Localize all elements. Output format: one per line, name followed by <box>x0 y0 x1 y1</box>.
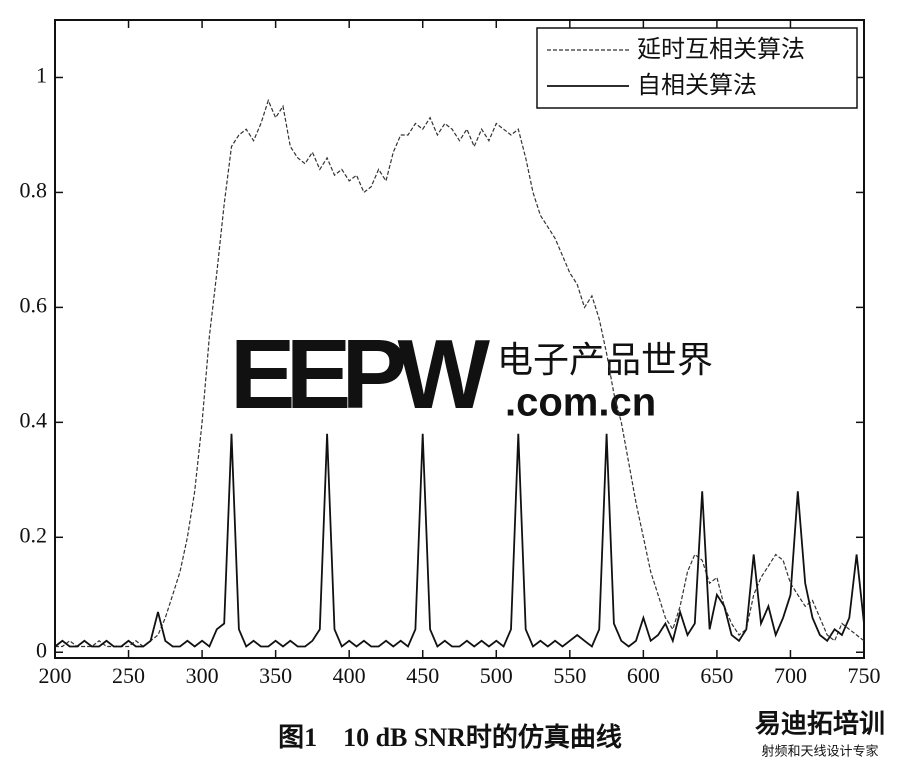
series-line <box>55 98 865 648</box>
x-tick-label: 600 <box>627 663 660 688</box>
plot-frame <box>54 19 865 659</box>
y-tick-label: 0.6 <box>20 292 48 317</box>
caption: 图1 10 dB SNR时的仿真曲线 <box>278 722 622 752</box>
x-tick-label: 500 <box>480 663 513 688</box>
y-tick-label: 1 <box>36 63 47 88</box>
watermark-slogan: 射频和天线设计专家 <box>761 744 878 760</box>
x-tick-label: 250 <box>112 663 145 688</box>
x-tick-label: 750 <box>848 663 881 688</box>
x-tick-label: 700 <box>774 663 807 688</box>
x-tick-label: 300 <box>186 663 219 688</box>
y-tick-label: 0 <box>36 637 47 662</box>
watermark-domain: .com.cn <box>505 381 656 425</box>
legend-box <box>536 27 858 109</box>
x-tick-label: 650 <box>700 663 733 688</box>
watermark-brand: 易迪拓培训 <box>755 710 885 740</box>
y-tick-label: 0.8 <box>20 177 48 202</box>
x-tick-label: 350 <box>259 663 292 688</box>
x-tick-label: 550 <box>553 663 586 688</box>
y-tick-label: 0.2 <box>20 522 48 547</box>
legend-label: 自相关算法 <box>637 71 757 99</box>
legend-label: 延时互相关算法 <box>637 35 805 63</box>
x-tick-label: 450 <box>406 663 439 688</box>
series-line <box>54 433 865 648</box>
x-tick-label: 400 <box>333 663 366 688</box>
x-tick-label: 200 <box>39 663 72 688</box>
y-tick-label: 0.4 <box>20 407 48 432</box>
watermark-logo: EEPW <box>230 319 491 429</box>
